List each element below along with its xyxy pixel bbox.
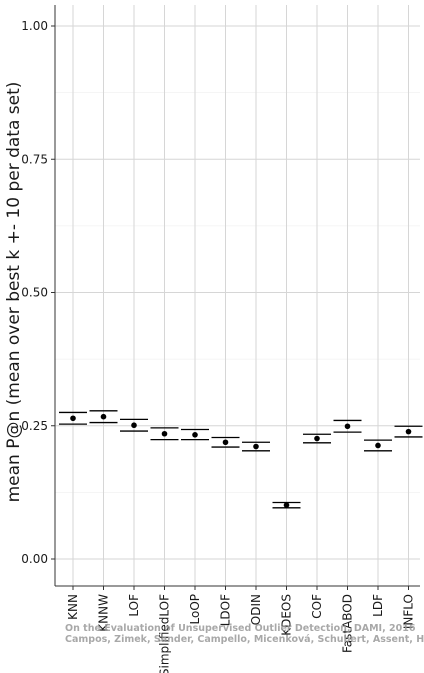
data-point	[314, 435, 320, 442]
watermark-line-1: On the Evaluation of Unsupervised Outlie…	[65, 623, 416, 634]
grid	[55, 5, 420, 586]
x-tick-label: LoOP	[188, 594, 202, 625]
x-tick-label: SimplifiedLOF	[158, 594, 172, 673]
x-axis: KNN KNNW LOF SimplifiedLOF LoOP LDOF ODIN KDEOS…	[55, 585, 420, 673]
data-point	[375, 442, 381, 449]
x-tick-label: ODIN	[249, 594, 263, 625]
data-point	[131, 422, 137, 429]
y-tick-label: 0.25	[21, 419, 48, 433]
y-axis-title: mean P@n (mean over best k +- 10 per dat…	[4, 82, 24, 503]
data-point	[192, 432, 198, 438]
data-point	[405, 428, 412, 435]
x-tick-label: LDF	[371, 594, 385, 617]
x-tick-label: FastABOD	[341, 594, 355, 653]
data-point	[70, 415, 76, 422]
y-tick-label: 0.50	[21, 286, 48, 300]
x-tick-label: LDOF	[219, 594, 233, 626]
y-tick-label: 0.75	[21, 152, 48, 166]
x-tick-label: KNNW	[97, 594, 111, 632]
data-point	[100, 413, 107, 420]
data-point	[161, 430, 168, 437]
y-tick-label: 0.00	[21, 552, 48, 566]
data-point	[253, 443, 259, 450]
x-tick-label: COF	[310, 594, 324, 619]
plot-panel	[55, 5, 420, 586]
data-point	[283, 502, 290, 508]
y-tick-label: 1.00	[21, 19, 48, 33]
x-tick-label: INFLO	[402, 594, 416, 629]
watermark-line-2: Campos, Zimek, Sander, Campello, Micenko…	[65, 634, 424, 645]
data-marks	[59, 410, 423, 509]
y-axis: 0.00 0.25 0.50 0.75 1.00	[21, 5, 56, 586]
data-point	[222, 439, 229, 446]
data-point	[344, 423, 351, 430]
x-tick-label: KDEOS	[280, 594, 294, 636]
x-tick-label: LOF	[127, 594, 141, 617]
x-tick-label: KNN	[66, 594, 80, 620]
